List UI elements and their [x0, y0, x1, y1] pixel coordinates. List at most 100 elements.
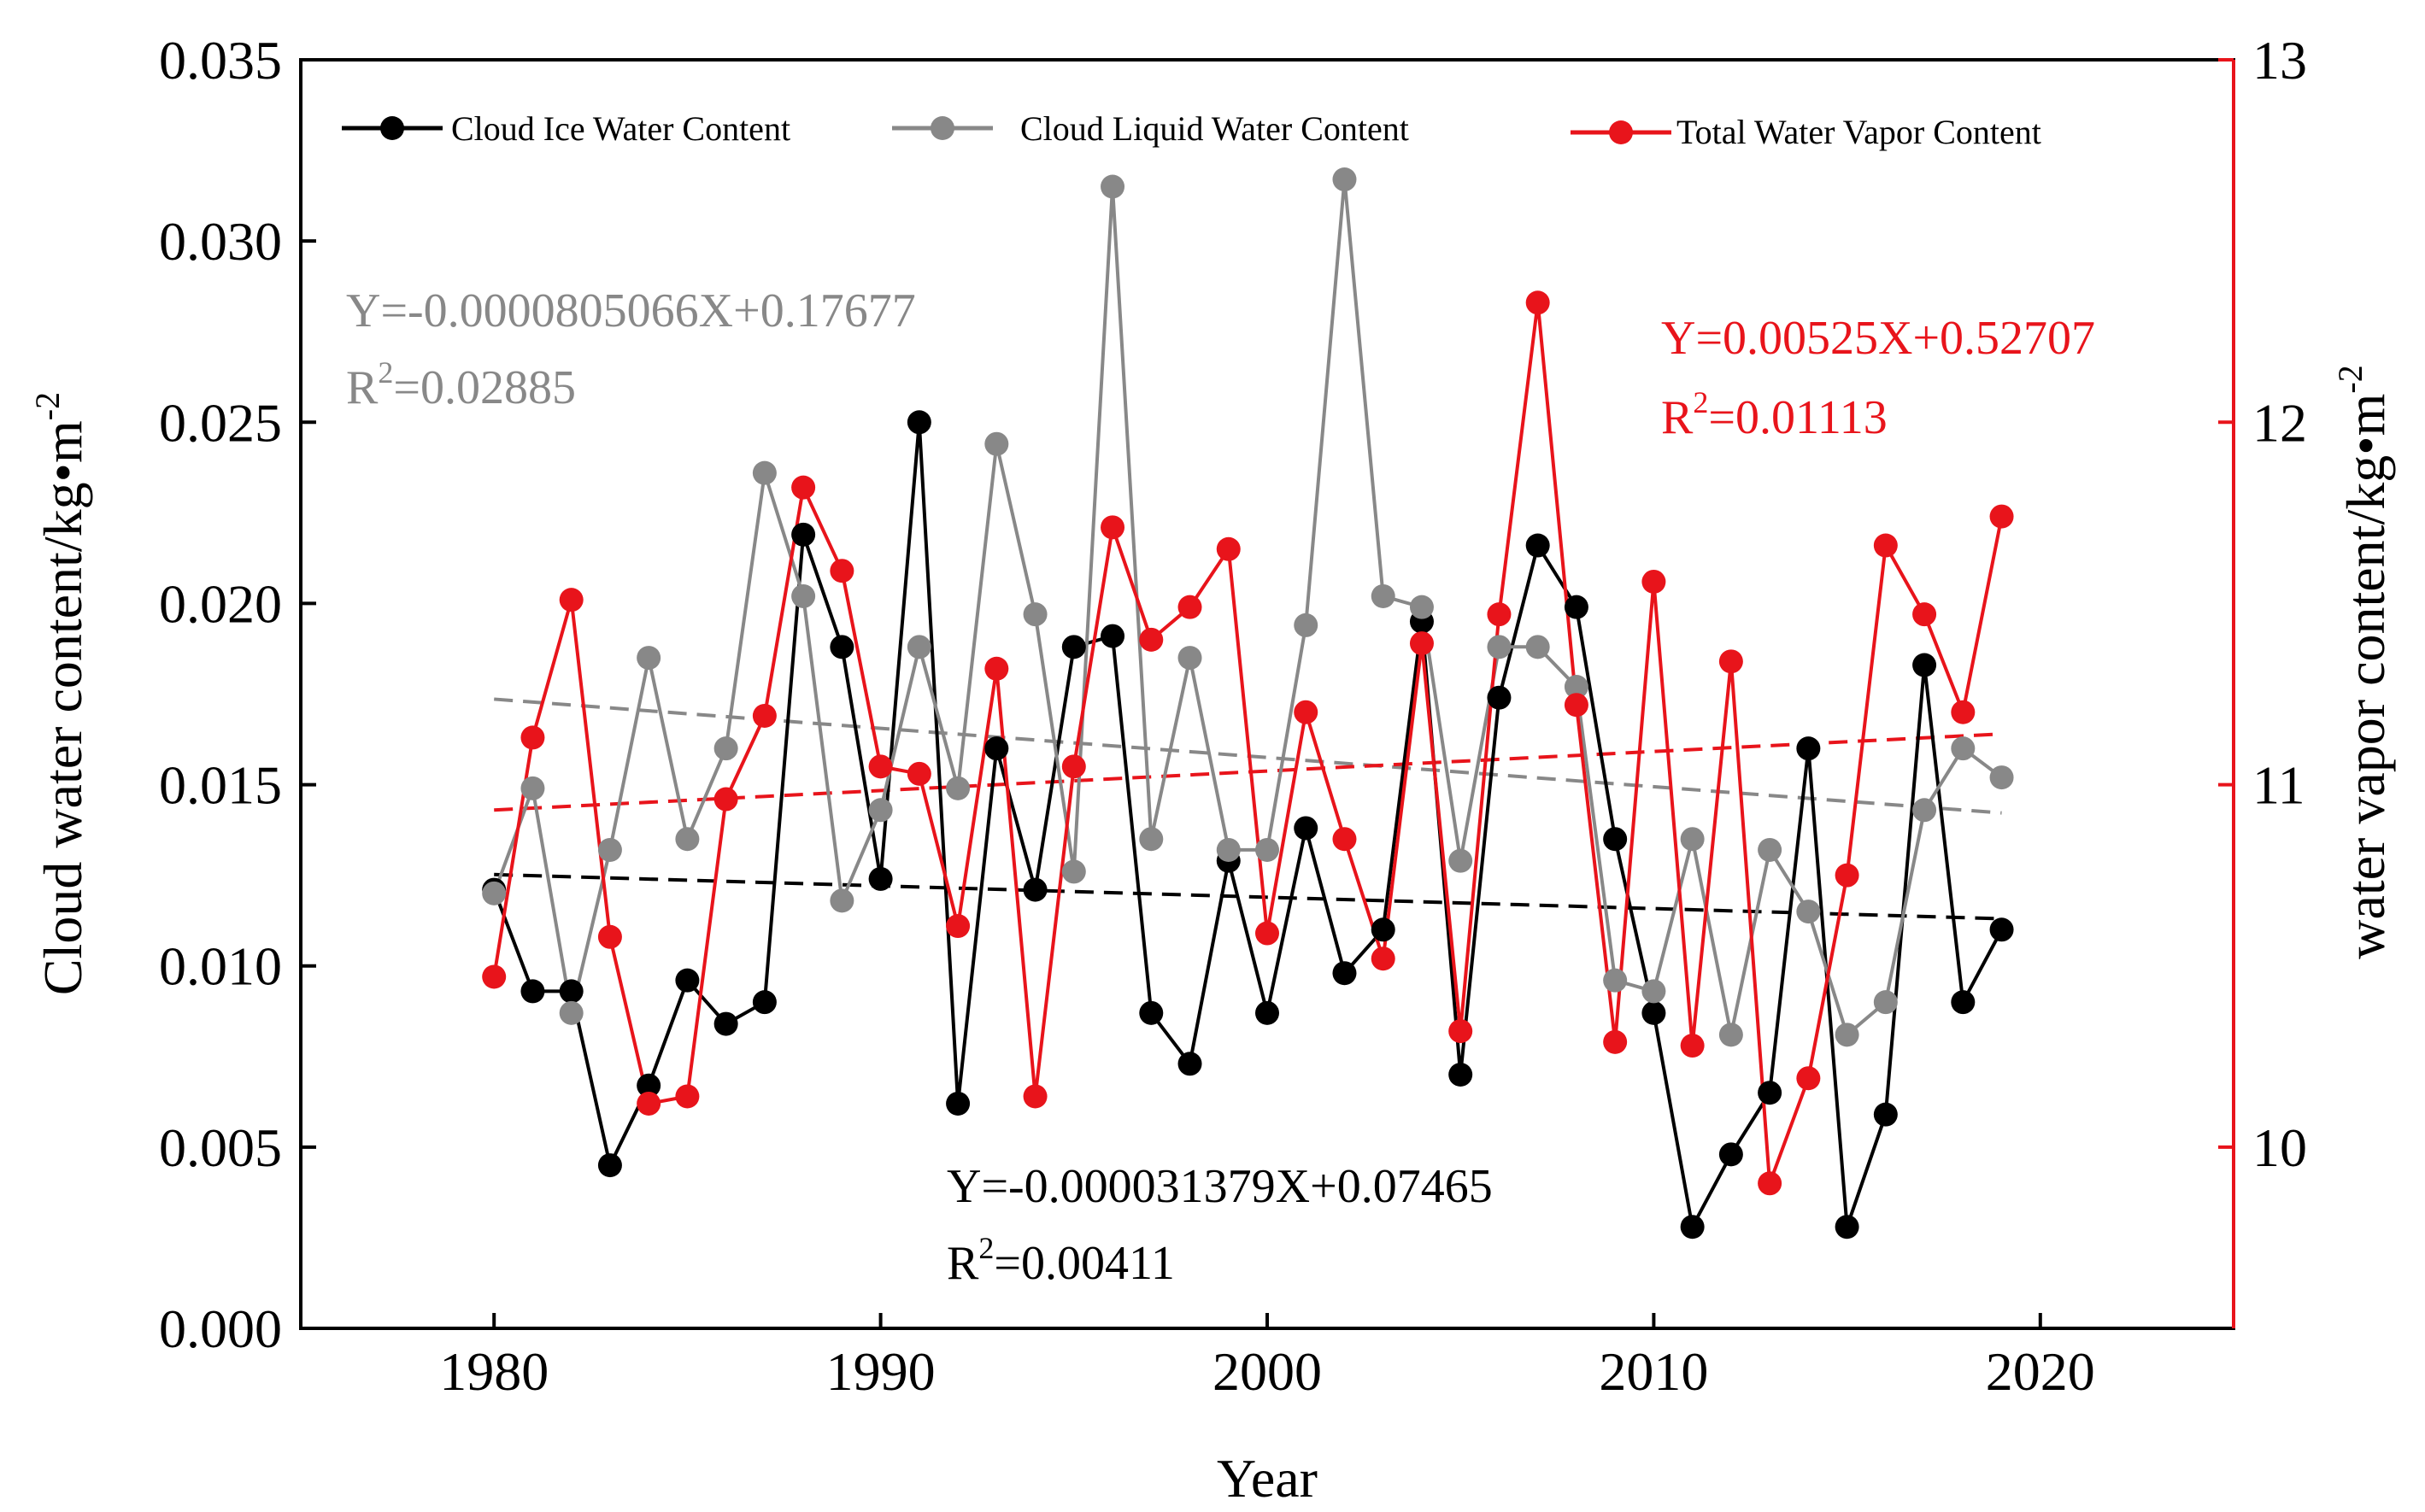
ice-point-2005 — [1448, 1063, 1473, 1087]
liquid-point-2008 — [1564, 675, 1588, 700]
ice-point-1995 — [1061, 635, 1086, 659]
ticks-layer: 1980 1990 2000 2010 2020 0.000 0.005 0.010 0.015… — [159, 30, 2307, 1402]
liquid-point-2012 — [1718, 1023, 1743, 1047]
vapor-r2-exp: 2 — [1693, 385, 1708, 419]
annotation-liquid: Y=-0.0000805066X+0.17677 R2=0.02885 — [346, 284, 916, 414]
vapor-point-1982 — [559, 588, 584, 612]
y-left-tick-label: 0.005 — [159, 1117, 282, 1178]
x-axis-title: Year — [1217, 1448, 1318, 1509]
vapor-point-1995 — [1061, 754, 1086, 779]
ice-trend-line — [494, 872, 2002, 921]
vapor-point-1981 — [520, 725, 545, 750]
vapor-point-2013 — [1758, 1171, 1782, 1196]
ice-point-1982 — [559, 979, 584, 1004]
y-left-tick-label: 0.000 — [159, 1298, 282, 1359]
ice-point-2016 — [1873, 1102, 1898, 1127]
ice-r2: R2=0.00411 — [947, 1231, 1175, 1290]
legend-liquid-label: Cloud Liquid Water Content — [1020, 109, 1409, 148]
liquid-point-1995 — [1061, 859, 1086, 884]
liquid-point-2019 — [1989, 765, 2014, 790]
vapor-point-2000 — [1255, 921, 1279, 946]
ice-point-1988 — [791, 522, 816, 547]
liquid-point-1997 — [1139, 827, 1164, 852]
vapor-r2: R2=0.01113 — [1661, 385, 1888, 444]
y-left-tick-label: 0.010 — [159, 936, 282, 997]
y-left-tick-label: 0.035 — [159, 30, 282, 91]
series-points — [482, 167, 2014, 1239]
vapor-point-2006 — [1487, 602, 1512, 627]
x-tick-label: 2000 — [1212, 1341, 1322, 1402]
ice-point-2015 — [1835, 1215, 1859, 1239]
legend: Cloud Ice Water Content Cloud Liquid Wat… — [342, 109, 2041, 151]
vapor-trend-line — [494, 732, 2002, 812]
liquid-point-1994 — [1023, 602, 1048, 627]
ice-point-2017 — [1912, 653, 1937, 677]
liquid-point-2007 — [1525, 635, 1550, 659]
ice-point-1994 — [1023, 877, 1048, 902]
liquid-point-2011 — [1680, 827, 1705, 852]
liquid-point-2003 — [1371, 583, 1395, 608]
ice-point-1984 — [637, 1073, 661, 1098]
vapor-series-line — [492, 301, 2004, 1186]
vapor-point-2002 — [1332, 827, 1357, 852]
plot-frame — [299, 58, 2235, 1330]
ice-point-2006 — [1487, 685, 1512, 710]
liquid-point-1985 — [675, 827, 700, 852]
y-left-axis-title-text: Cloud water content/kg•m — [32, 420, 93, 995]
vapor-point-2010 — [1641, 569, 1666, 594]
x-tick-label: 2010 — [1599, 1341, 1708, 1402]
liquid-point-2018 — [1951, 736, 1976, 761]
ice-point-2011 — [1680, 1215, 1705, 1239]
vapor-r2-value: =0.01113 — [1708, 391, 1887, 444]
ice-point-2012 — [1718, 1142, 1743, 1167]
y-left-tick-label: 0.025 — [159, 392, 282, 453]
ice-r2-value: =0.00411 — [994, 1237, 1175, 1290]
liquid-point-1982 — [559, 1000, 584, 1025]
liquid-point-1987 — [752, 460, 777, 485]
vapor-point-1994 — [1023, 1084, 1048, 1109]
vapor-point-1986 — [713, 787, 738, 812]
liquid-point-1986 — [713, 736, 738, 761]
liquid-point-2010 — [1641, 979, 1666, 1004]
series-lines — [492, 178, 2004, 1229]
y-right-tick-label: 13 — [2252, 30, 2307, 91]
y-right-tick-label: 10 — [2252, 1117, 2307, 1178]
liquid-r2-value: =0.02885 — [393, 361, 576, 414]
liquid-point-2005 — [1448, 848, 1473, 873]
vapor-point-2018 — [1951, 700, 1976, 724]
legend-item-vapor: Total Water Vapor Content — [1571, 113, 2041, 151]
ice-point-1998 — [1177, 1052, 1202, 1076]
x-tick-label: 1980 — [439, 1341, 549, 1402]
liquid-point-1999 — [1216, 837, 1241, 862]
liquid-point-2006 — [1487, 635, 1512, 659]
liquid-equation: Y=-0.0000805066X+0.17677 — [346, 284, 916, 337]
vapor-point-1989 — [830, 559, 854, 583]
vapor-point-1983 — [597, 924, 622, 949]
annotation-vapor: Y=0.00525X+0.52707 R2=0.01113 — [1661, 312, 2095, 444]
legend-vapor-marker — [1609, 120, 1633, 144]
vapor-point-2019 — [1989, 504, 2014, 529]
vapor-point-1991 — [907, 761, 931, 786]
ice-point-2001 — [1294, 816, 1318, 841]
ice-point-2014 — [1796, 736, 1821, 761]
liquid-point-1981 — [520, 776, 545, 800]
liquid-point-1983 — [597, 837, 622, 862]
liquid-r2-prefix: R — [346, 361, 379, 414]
vapor-point-2011 — [1680, 1034, 1705, 1058]
y-right-axis-title-text: water vapor content/kg•m — [2335, 394, 2396, 959]
vapor-point-2005 — [1448, 1019, 1473, 1044]
liquid-point-1991 — [907, 635, 931, 659]
y-right-tick-label: 12 — [2252, 392, 2307, 453]
vapor-point-1987 — [752, 703, 777, 728]
vapor-r2-prefix: R — [1661, 391, 1694, 444]
vapor-equation: Y=0.00525X+0.52707 — [1661, 312, 2095, 365]
liquid-point-1990 — [868, 798, 893, 823]
ice-point-1989 — [830, 635, 854, 659]
vapor-point-2015 — [1835, 863, 1859, 888]
vapor-point-2003 — [1371, 946, 1395, 971]
ice-point-1990 — [868, 866, 893, 891]
liquid-point-2013 — [1758, 837, 1782, 862]
ice-r2-exp: 2 — [978, 1231, 994, 1265]
vapor-point-1988 — [791, 475, 816, 500]
vapor-point-2017 — [1912, 602, 1937, 627]
